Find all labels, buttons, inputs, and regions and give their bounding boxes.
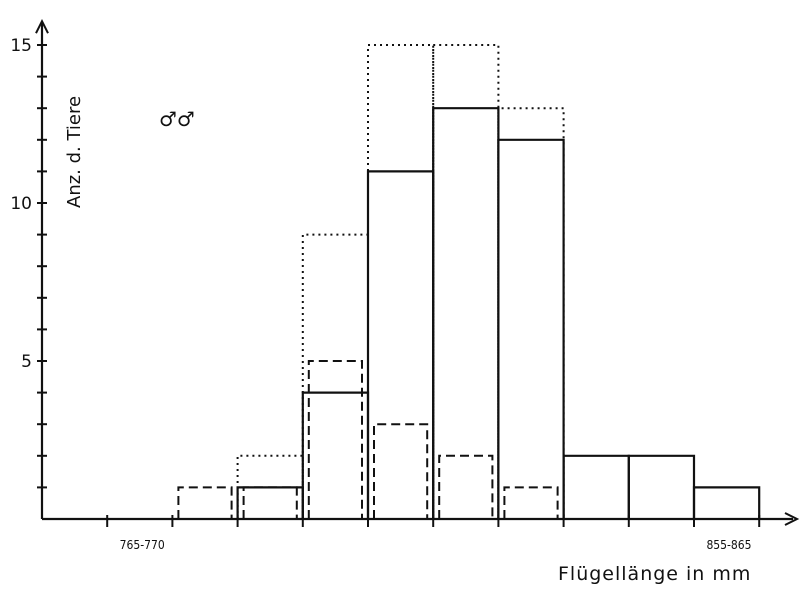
dashed-bar: [242, 486, 298, 519]
solid-series: [236, 107, 761, 519]
dotted-bar: [432, 44, 500, 519]
solid-bar: [497, 138, 565, 519]
solid-bar: [432, 107, 500, 519]
solid-bar: [301, 391, 370, 519]
dashed-bar: [503, 486, 559, 519]
dotted-bar: [497, 107, 565, 519]
x-category-label: 765-770: [120, 538, 165, 552]
y-axis-title: Anz. d. Tiere: [64, 96, 85, 208]
dashed-bar: [307, 360, 363, 519]
dashed-bar: [177, 486, 233, 519]
y-tick-label: 5: [21, 352, 32, 372]
dashed-bar: [373, 423, 429, 519]
male-symbol-label: ♂♂: [159, 107, 195, 131]
y-axis-arrow: [35, 18, 49, 34]
dotted-bar: [301, 233, 369, 519]
solid-bar: [366, 170, 435, 519]
dotted-bar: [367, 44, 435, 519]
y-tick-label: 10: [10, 194, 32, 214]
x-axis-arrow: [784, 512, 800, 526]
solid-bar: [692, 486, 761, 519]
x-category-label: 855-865: [706, 538, 751, 552]
solid-bar: [562, 454, 630, 519]
dotted-series: [236, 44, 565, 519]
solid-bar: [627, 454, 696, 519]
x-axis-title: Flügellänge in mm: [558, 563, 751, 585]
dashed-bar: [438, 454, 494, 519]
dashed-series: [177, 360, 559, 519]
axes: [35, 18, 800, 527]
y-tick-label: 15: [10, 36, 32, 56]
solid-bar: [236, 486, 304, 519]
labels: Anz. d. Tiere ♂♂ Flügellänge in mm 5 10 15…: [10, 36, 751, 585]
